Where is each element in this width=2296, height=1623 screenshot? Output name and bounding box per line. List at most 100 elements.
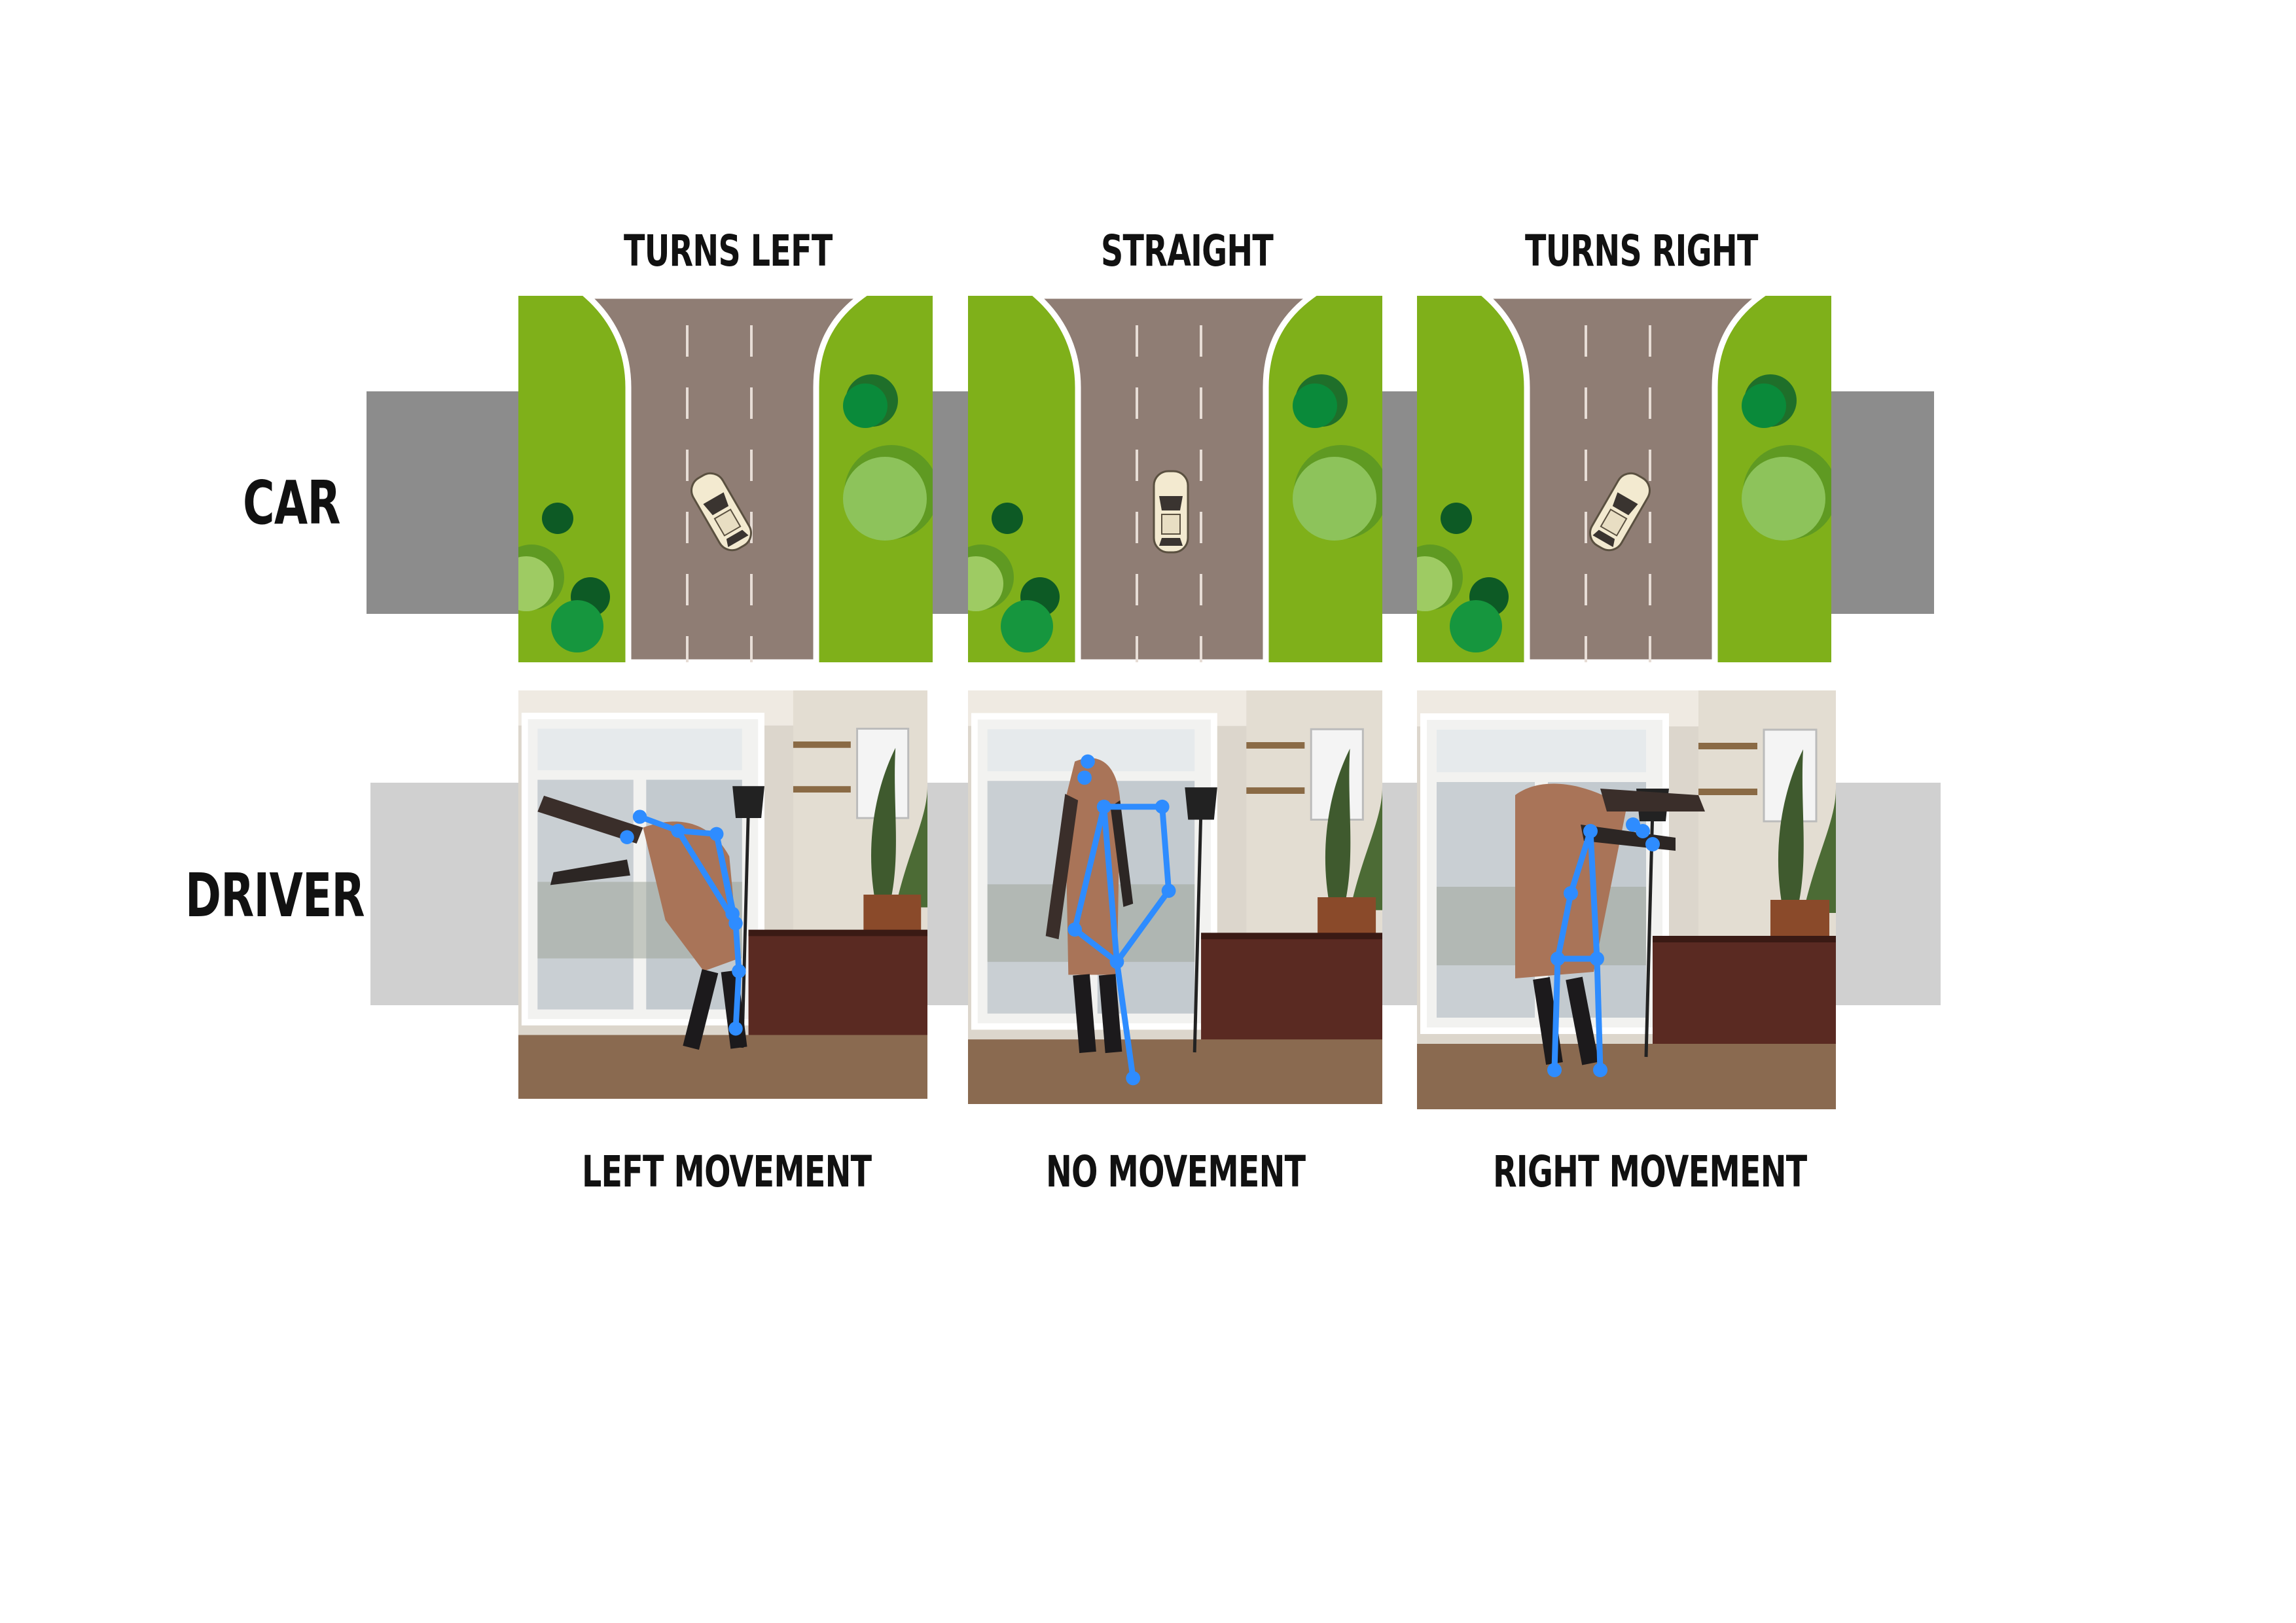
shelf [1698, 789, 1757, 795]
floor-lamp-shade [1185, 787, 1217, 820]
skeleton-bone [1114, 887, 1172, 965]
tree-small [1441, 503, 1472, 534]
driver-body [643, 821, 739, 971]
tree-green [1450, 600, 1502, 652]
tree-green [1001, 600, 1053, 652]
shelf [1246, 787, 1305, 794]
cabinet-top [1201, 933, 1382, 940]
skeleton-bone [1568, 828, 1594, 897]
driver-leg [1566, 976, 1599, 1065]
plant-leaf [1803, 789, 1836, 913]
car-rear-window [726, 529, 749, 548]
row-title-car: CAR [243, 468, 340, 538]
driver-arm [1110, 800, 1134, 907]
tree-light [1417, 556, 1452, 611]
car-windshield [703, 492, 729, 516]
plant-leaf [871, 747, 896, 908]
floor-lamp-shade [732, 786, 764, 818]
plant-leaf [1325, 748, 1351, 910]
column-title-turns-right: TURNS RIGHT [1525, 226, 1758, 276]
driver-photo-left-movement [518, 690, 927, 1099]
tree-light [1742, 457, 1825, 541]
skeleton-joint [1636, 824, 1650, 838]
skeleton-bone [1101, 804, 1120, 965]
skeleton-bone [1594, 955, 1604, 1073]
skeleton-joint [620, 830, 634, 844]
driver-photo-right-movement [1417, 690, 1836, 1109]
road-tile-turns-right [1417, 296, 1831, 662]
skeleton-joint [1590, 952, 1604, 966]
skeleton-joint [1593, 1063, 1607, 1077]
skeleton-joint [632, 810, 647, 824]
skeleton-joint [1564, 886, 1578, 901]
skeleton-bone [1587, 828, 1600, 962]
car-rear-window [1159, 538, 1183, 546]
car-windshield [1612, 492, 1638, 516]
car-icon [1589, 472, 1651, 552]
tree-small [542, 503, 573, 534]
cabinet-top [748, 929, 927, 936]
caption-left-movement: LEFT MOVEMENT [582, 1147, 872, 1197]
shelf [793, 786, 851, 793]
tree-light [1293, 457, 1376, 541]
skeleton-bone [1114, 959, 1136, 1081]
skeleton-bone [713, 830, 736, 917]
floor [1417, 1044, 1836, 1109]
skeleton-bone [1071, 926, 1120, 965]
skeleton-joint [1161, 883, 1176, 898]
driver-leg [1098, 974, 1122, 1054]
skeleton-bone [675, 828, 739, 927]
plant-leaf [1350, 787, 1382, 910]
skeleton-joint [671, 823, 685, 838]
transom-window [1437, 730, 1646, 772]
skeleton-joint [1109, 954, 1124, 969]
skeleton-joint [1126, 1071, 1141, 1086]
driver-arm [550, 859, 630, 885]
driver-arm [537, 795, 643, 844]
driver-arm [1045, 794, 1079, 940]
shelf [1698, 743, 1757, 749]
skeleton-bone [1554, 890, 1574, 962]
skeleton-bone [1551, 955, 1561, 1073]
tree-light [968, 556, 1003, 611]
floor [518, 1035, 927, 1099]
car-windshield [1159, 496, 1183, 510]
tree-green [1742, 383, 1786, 428]
skeleton-joint [725, 906, 740, 921]
car-roof [1161, 514, 1181, 535]
column-title-straight: STRAIGHT [1101, 226, 1274, 276]
skeleton-joint [1077, 770, 1092, 785]
transom-window [537, 728, 742, 770]
road-surface [583, 296, 867, 662]
car-rear-window [1592, 529, 1615, 548]
skeleton-joint [1583, 824, 1598, 838]
road-tile-straight [968, 296, 1382, 662]
skeleton-bone [732, 920, 742, 974]
driver-photo-no-movement [968, 690, 1382, 1104]
skeleton-joint [728, 1022, 743, 1036]
tree-small [992, 503, 1023, 534]
tree-green [551, 600, 603, 652]
skeleton-bone [732, 968, 742, 1032]
plant-leaf [895, 786, 927, 908]
tree-light [843, 457, 927, 541]
skeleton-joint [709, 827, 724, 842]
skeleton-joint [1547, 1063, 1562, 1077]
car-icon [1153, 470, 1189, 554]
driver-leg [1073, 974, 1096, 1054]
floor [968, 1039, 1382, 1104]
skeleton-joint [1551, 952, 1565, 966]
car-roof [1600, 508, 1628, 537]
caption-no-movement: NO MOVEMENT [1046, 1147, 1306, 1197]
cabinet-top [1653, 936, 1836, 942]
skeleton-bone [1159, 804, 1172, 894]
caption-right-movement: RIGHT MOVEMENT [1493, 1147, 1807, 1197]
road-tile-turns-left [518, 296, 933, 662]
car-roof [713, 508, 742, 537]
car-body [1589, 472, 1651, 552]
skeleton-joint [1645, 837, 1660, 851]
driver-leg [683, 969, 719, 1050]
skeleton-joint [732, 964, 746, 978]
floor-lamp-pole [740, 805, 751, 1048]
car-body [691, 472, 752, 552]
